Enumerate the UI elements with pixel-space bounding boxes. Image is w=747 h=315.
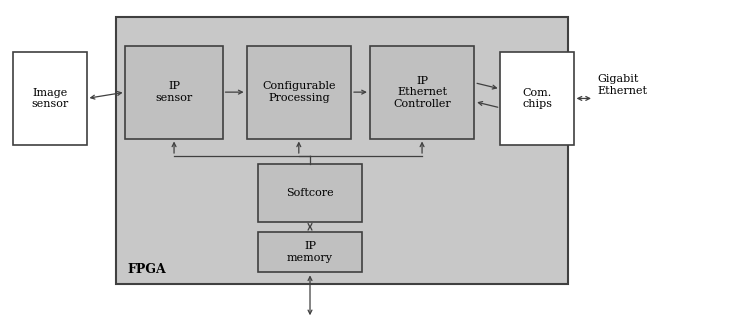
Bar xyxy=(370,46,474,139)
Bar xyxy=(125,46,223,139)
Text: IP
Ethernet
Controller: IP Ethernet Controller xyxy=(393,76,451,109)
Text: Gigabit
Ethernet: Gigabit Ethernet xyxy=(598,74,648,96)
Text: Softcore: Softcore xyxy=(286,188,334,198)
Bar xyxy=(247,46,351,139)
Bar xyxy=(500,52,574,145)
Bar xyxy=(13,52,87,145)
Bar xyxy=(258,232,362,272)
Text: Com.
chips: Com. chips xyxy=(522,88,552,109)
Bar xyxy=(116,17,568,284)
Text: Configurable
Processing: Configurable Processing xyxy=(262,81,335,103)
Bar xyxy=(258,164,362,222)
Text: IP
sensor: IP sensor xyxy=(155,81,193,103)
Text: IP
memory: IP memory xyxy=(287,241,333,263)
Text: FPGA: FPGA xyxy=(127,263,166,276)
Text: Image
sensor: Image sensor xyxy=(31,88,69,109)
